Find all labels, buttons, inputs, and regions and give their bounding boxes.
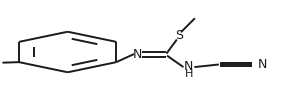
Text: S: S — [175, 29, 183, 42]
Text: N: N — [184, 60, 193, 73]
Text: N: N — [258, 58, 267, 71]
Text: H: H — [184, 69, 193, 79]
Text: N: N — [133, 48, 142, 61]
